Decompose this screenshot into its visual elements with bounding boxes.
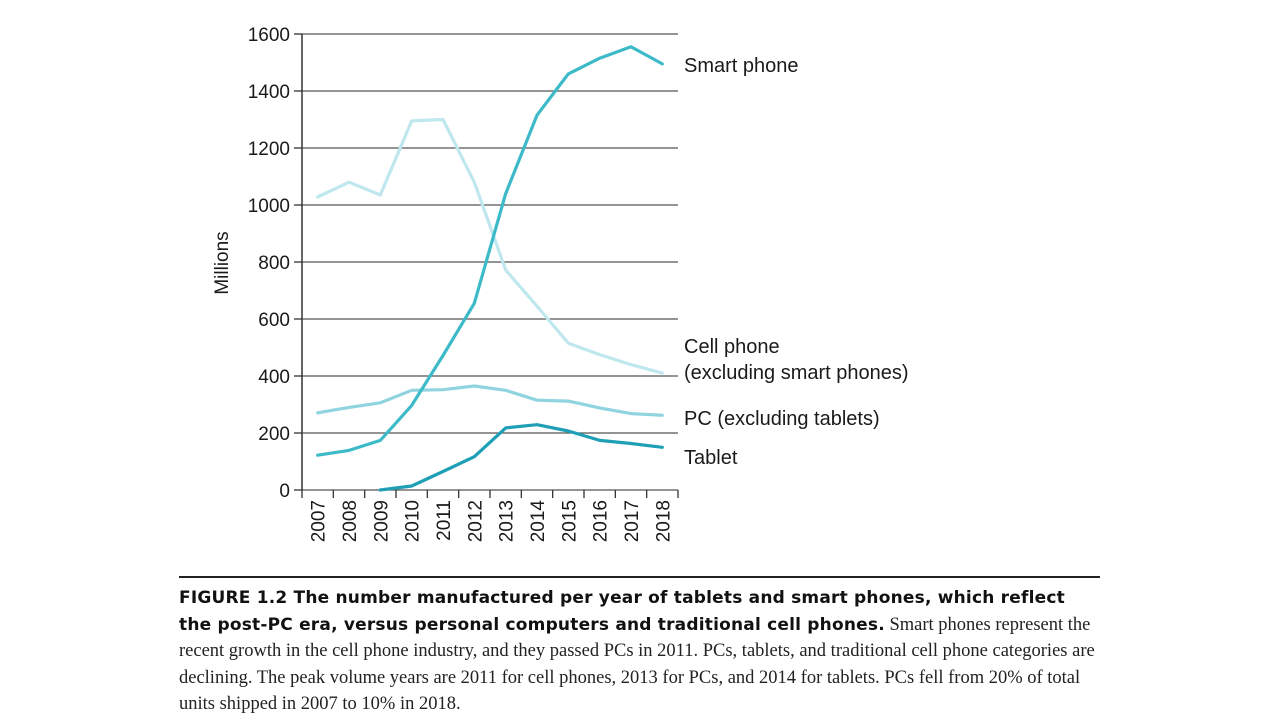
y-tick-label: 0 bbox=[279, 481, 290, 502]
y-tick-label: 1600 bbox=[248, 25, 290, 46]
x-tick-label: 2012 bbox=[465, 500, 486, 542]
series-line-tablet bbox=[378, 423, 664, 492]
y-tick-label: 1000 bbox=[248, 196, 290, 217]
y-tick-label: 1400 bbox=[248, 82, 290, 103]
y-axis-label: Millions bbox=[212, 231, 233, 294]
line-chart: 0 200 400 600 800 1000 1200 1400 1600 2007 2008 200… bbox=[212, 25, 909, 543]
series-label: Smart phone bbox=[684, 55, 799, 77]
series-label: Tablet bbox=[684, 447, 738, 469]
y-tick-label: 200 bbox=[258, 424, 290, 445]
series-label: PC (excluding tablets) bbox=[684, 408, 880, 430]
caption-body: Smart phones represent the recent growth… bbox=[179, 614, 1095, 715]
x-tick-label: 2009 bbox=[371, 500, 392, 542]
x-tick-label: 2007 bbox=[309, 500, 330, 542]
y-tick-label: 400 bbox=[258, 367, 290, 388]
y-tick-label: 800 bbox=[258, 253, 290, 274]
series-label: (excluding smart phones) bbox=[684, 362, 909, 384]
series-line-pc-excluding-tablets bbox=[316, 384, 664, 417]
x-tick-label: 2010 bbox=[403, 500, 424, 542]
x-tick-label: 2018 bbox=[653, 500, 674, 542]
figure-caption: FIGURE 1.2 The number manufactured per y… bbox=[179, 585, 1100, 718]
series-lines bbox=[316, 45, 664, 492]
x-tick-label: 2016 bbox=[591, 500, 612, 542]
grid-lines bbox=[302, 33, 678, 491]
x-tick-label: 2011 bbox=[434, 500, 455, 541]
x-tick-label: 2008 bbox=[340, 500, 361, 542]
x-tick-label: 2017 bbox=[622, 500, 643, 542]
axes: 0 200 400 600 800 1000 1200 1400 1600 2007 2008 200… bbox=[248, 25, 679, 543]
caption-divider bbox=[179, 576, 1100, 578]
x-tick-label: 2015 bbox=[559, 500, 580, 542]
y-tick-label: 1200 bbox=[248, 139, 290, 160]
series-line-cell-phone-excluding-smart-phones bbox=[316, 117, 664, 375]
series-labels: Smart phone Cell phone (excluding smart ph… bbox=[684, 55, 909, 469]
caption-heading: FIGURE 1.2 The number manufactured per y… bbox=[179, 588, 1065, 635]
x-tick-label: 2013 bbox=[497, 500, 518, 542]
series-line-smart-phone bbox=[316, 45, 664, 457]
series-label: Cell phone bbox=[684, 336, 780, 358]
x-tick-label: 2014 bbox=[528, 500, 549, 543]
y-tick-label: 600 bbox=[258, 310, 290, 331]
